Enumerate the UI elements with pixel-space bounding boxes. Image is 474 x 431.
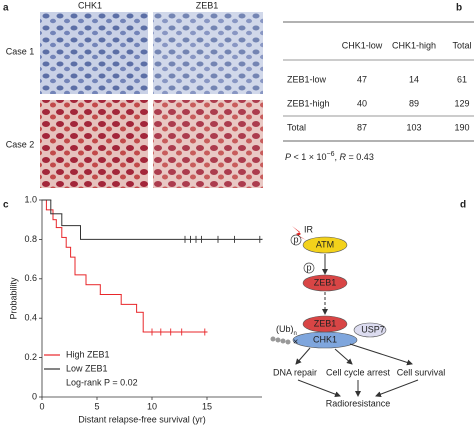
node-label: CHK1 [313,334,337,344]
row-header: ZEB1-low [287,74,327,84]
result: Radioresistance [326,398,391,408]
node-label: ZEB1 [314,318,337,328]
footnote-part: −6 [327,151,335,158]
zeb1-node [302,274,348,292]
annotation: Log-rank P = 0.02 [66,377,138,387]
legend-label: Low ZEB1 [66,363,108,373]
ub-part: n [294,331,297,337]
x-tick-label: 10 [147,401,157,411]
table-cell: 103 [406,122,421,132]
arrow [297,379,341,398]
table-cell: 47 [357,74,367,84]
phospho [303,262,315,274]
panel-label: a [3,3,9,14]
radiation-icon [292,226,306,240]
y-tick-label: 0.2 [24,352,37,362]
atm-node [302,236,348,254]
row-header: ZEB1-high [287,98,330,108]
table-cell: 40 [357,98,367,108]
micrograph [153,100,263,188]
x-tick-label: 5 [94,401,99,411]
footnote-part: < 1 × 10 [291,152,327,162]
footnote-part: R [340,152,347,162]
zeb1-node [302,315,348,333]
arrow [295,347,311,365]
micrograph [40,12,148,94]
row-label: Case 2 [6,139,35,149]
y-axis-label: Probability [8,277,18,320]
ubiquitin-label: (Ub)n [276,324,297,336]
ub-part: (Ub) [276,324,294,334]
outcome: Cell survival [397,367,446,377]
x-axis-label: Distant relapse-free survival (yr) [78,414,206,424]
cleave-mark: × [293,336,298,346]
table-cell: 89 [409,98,419,108]
stimulus: IR [304,224,314,234]
footnote-part: = 0.43 [346,152,374,162]
table-cell: 61 [457,74,467,84]
y-tick-label: 0.6 [24,273,37,283]
phospho [290,234,302,246]
footnote-part: P [285,152,291,162]
table-cell: 190 [454,122,469,132]
arrow [334,348,353,365]
footnote-part: , [335,152,340,162]
legend-label: High ZEB1 [66,349,110,359]
ubiquitin-chain [270,336,291,345]
table-footnote: P < 1 × 10−6, R = 0.43 [285,151,374,163]
y-tick-label: 1.0 [24,194,37,204]
phospho-label: p [293,234,298,244]
row-label: Case 1 [6,46,35,56]
table-cell: 87 [357,122,367,132]
micrograph [153,12,263,94]
table-cell: 129 [454,98,469,108]
table-header: Total [452,40,471,50]
usp7-node [353,322,387,338]
micrograph [40,100,148,188]
node-label: ZEB1 [314,277,337,287]
arrow [375,379,419,398]
x-tick-label: 15 [202,401,212,411]
y-tick-label: 0.4 [24,313,37,323]
node-label: ATM [316,239,334,249]
column-label: CHK1 [78,0,102,10]
y-tick-label: 0.8 [24,234,37,244]
outcome: DNA repair [273,367,317,377]
table-header: CHK1-high [392,40,436,50]
row-header: Total [287,122,306,132]
node-label: USP7 [361,324,385,334]
column-label: ZEB1 [196,0,219,10]
phospho-label: p [306,262,311,272]
table-header: CHK1-low [342,40,383,50]
panel-label: b [456,3,462,14]
panel-label: d [460,200,466,211]
arrow [349,343,413,366]
panel-label: c [3,200,9,211]
y-tick-label: 0 [32,391,37,401]
x-tick-label: 0 [39,401,44,411]
outcome: Cell cycle arrest [326,367,391,377]
table-cell: 14 [409,74,419,84]
